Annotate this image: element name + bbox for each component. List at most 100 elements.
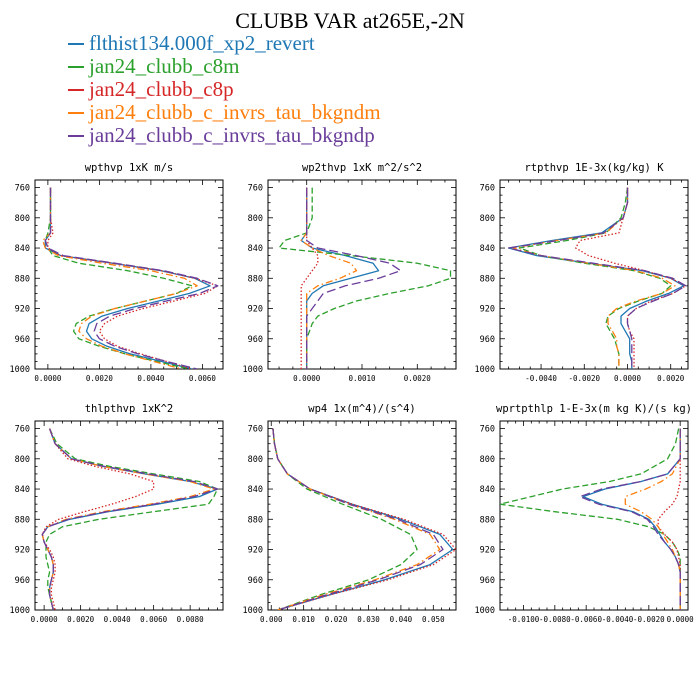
series-line	[507, 187, 685, 369]
series-group	[272, 428, 456, 610]
panel: wprtpthlp 1-E-3x(m kg K)/(s kg)760 800 840…	[475, 403, 695, 624]
y-tick-label: 1000	[475, 606, 495, 616]
x-tick-label: 0.0000	[31, 615, 59, 624]
y-tick-label: 960	[480, 576, 495, 586]
series-line	[518, 187, 672, 369]
legend-label: jan24_clubb_c8p	[89, 77, 234, 101]
x-tick-label: -0.0080	[539, 615, 571, 624]
plot-frame	[267, 420, 457, 611]
y-tick-label: 920	[248, 305, 263, 315]
x-tick-label: 0.010	[292, 615, 315, 624]
y-tick-label: 760	[480, 184, 495, 194]
series-line	[300, 187, 319, 369]
y-tick-label: 880	[480, 274, 495, 284]
y-tick-label: 920	[15, 546, 30, 556]
panel: thlpthvp 1xK^276080084088092096010000.00…	[10, 403, 224, 624]
x-tick-label: 0.000	[260, 615, 283, 624]
y-tick-label: 840	[15, 244, 30, 254]
legend-label: jan24_clubb_c_invrs_tau_bkgndp	[89, 123, 375, 147]
legend-entry: jan24_clubb_c_invrs_tau_bkgndp	[68, 123, 381, 147]
legend-swatch	[68, 134, 84, 137]
x-tick-label: 0.0020	[657, 374, 685, 383]
series-line	[306, 187, 402, 369]
x-tick-label: 0.0040	[137, 374, 165, 383]
series-line	[624, 428, 681, 610]
plot-frame	[34, 179, 224, 370]
series-line	[500, 428, 681, 610]
legend-label: jan24_clubb_c_invrs_tau_bkgndm	[89, 100, 381, 124]
series-line	[45, 428, 219, 610]
series-line	[300, 187, 358, 369]
plot-frame	[499, 420, 689, 611]
legend-swatch	[68, 42, 84, 45]
series-line	[272, 428, 444, 610]
legend-swatch	[68, 88, 84, 91]
series-group	[278, 187, 452, 369]
x-tick-label: 0.020	[325, 615, 348, 624]
legend-swatch	[68, 65, 84, 68]
x-tick-label: 0.0000	[34, 374, 62, 383]
y-tick-label: 1000	[10, 365, 30, 375]
series-line	[41, 428, 219, 610]
y-tick-label: 840	[480, 244, 495, 254]
y-tick-label: 800	[248, 455, 263, 465]
series-line	[42, 187, 198, 369]
series-line	[278, 187, 452, 369]
y-tick-label: 760	[480, 425, 495, 435]
y-tick-label: 960	[15, 335, 30, 345]
y-tick-label: 760	[15, 184, 30, 194]
series-line	[582, 428, 681, 610]
series-group	[507, 187, 687, 369]
y-tick-label: 800	[15, 455, 30, 465]
legend-label: flthist134.000f_xp2_revert	[89, 31, 315, 55]
panel-title: wpthvp 1xK m/s	[85, 162, 174, 174]
x-tick-label: 0.0020	[404, 374, 432, 383]
x-tick-label: 0.0080	[177, 615, 205, 624]
series-line	[44, 187, 211, 369]
x-tick-label: 0.0000	[614, 374, 642, 383]
panel-title: thlpthvp 1xK^2	[85, 403, 174, 415]
x-tick-label: 0.0060	[189, 374, 217, 383]
series-group	[41, 428, 219, 610]
legend-swatch	[68, 111, 84, 114]
panel: wp4 1x(m^4)/(s^4)76080084088092096010000…	[243, 403, 457, 624]
panel: rtpthvp 1E-3x(kg/kg) K 760 800 840 880 920 960…	[475, 162, 689, 383]
x-tick-label: 0.0000	[293, 374, 321, 383]
y-tick-label: 840	[15, 485, 30, 495]
series-line	[41, 428, 155, 610]
series-line	[41, 428, 215, 610]
x-tick-label: -0.0040	[525, 374, 557, 383]
series-line	[47, 187, 219, 369]
y-tick-label: 920	[248, 546, 263, 556]
x-tick-label: 0.0020	[86, 374, 114, 383]
x-tick-label: -0.0100	[508, 615, 540, 624]
x-tick-label: 0.040	[390, 615, 413, 624]
y-tick-label: 760	[248, 184, 263, 194]
series-line	[272, 428, 441, 610]
panel: wp2thvp 1xK m^2/s^2 760 800 840 880 920 960 100…	[243, 162, 457, 383]
panel: wpthvp 1xK m/s 760 800 840 880 920 960 1000 0.00…	[10, 162, 224, 383]
y-tick-label: 880	[480, 515, 495, 525]
x-tick-label: 0.050	[422, 615, 445, 624]
chart-title: CLUBB VAR at265E,-2N	[235, 8, 465, 33]
x-tick-label: 0.0060	[140, 615, 168, 624]
legend-entry: jan24_clubb_c_invrs_tau_bkgndm	[68, 100, 381, 124]
y-tick-label: 760	[15, 425, 30, 435]
y-tick-label: 960	[248, 335, 263, 345]
y-tick-label: 920	[480, 546, 495, 556]
y-tick-label: 760	[248, 425, 263, 435]
y-tick-label: 800	[480, 455, 495, 465]
plot-frame	[267, 179, 457, 370]
series-line	[44, 187, 219, 369]
legend-label: jan24_clubb_c8m	[89, 54, 240, 78]
x-tick-label: -0.0020	[633, 615, 665, 624]
panel-title: wp2thvp 1xK m^2/s^2	[302, 162, 422, 174]
x-tick-label: -0.0060	[570, 615, 602, 624]
y-tick-label: 880	[15, 515, 30, 525]
y-tick-label: 800	[15, 214, 30, 224]
series-group	[42, 187, 219, 369]
series-line	[507, 187, 687, 369]
y-tick-label: 800	[480, 214, 495, 224]
plot-frame	[34, 420, 224, 611]
